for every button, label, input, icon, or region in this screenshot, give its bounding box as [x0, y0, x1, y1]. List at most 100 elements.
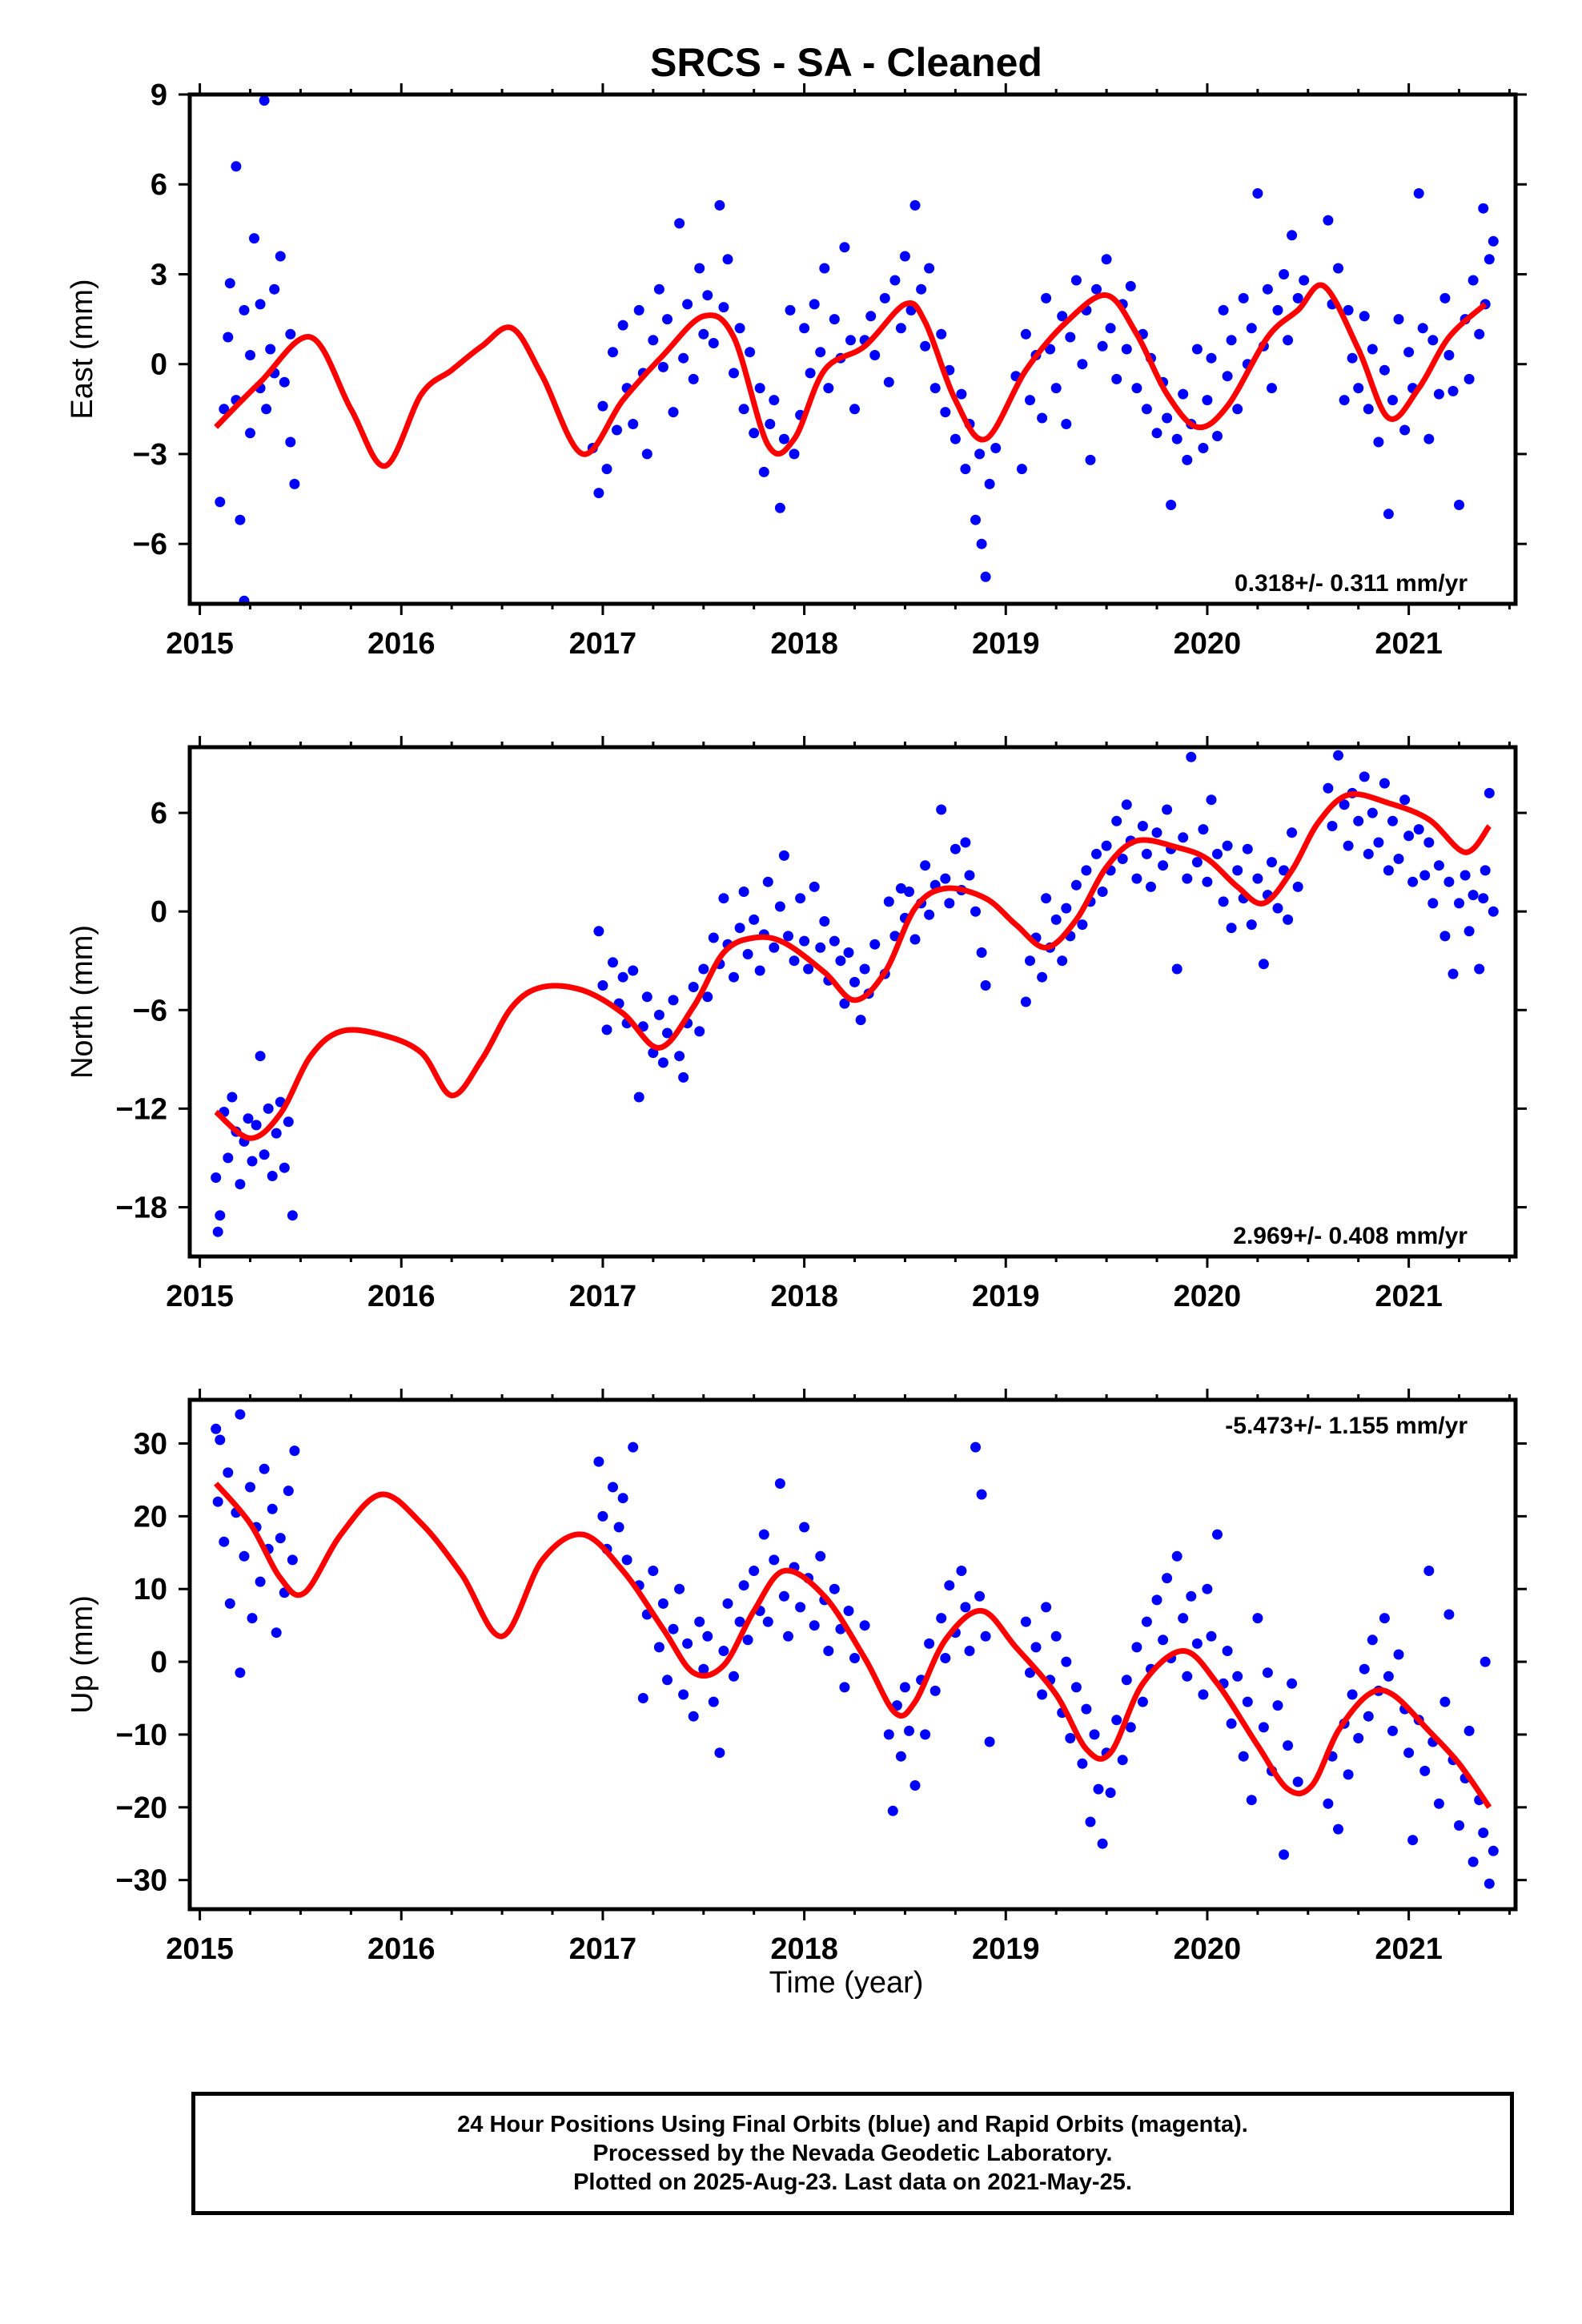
data-point — [1258, 959, 1269, 970]
data-point — [657, 361, 669, 372]
data-point — [1399, 794, 1411, 806]
data-point — [698, 1663, 709, 1675]
data-point — [758, 1529, 769, 1540]
data-point — [795, 893, 806, 904]
data-point — [1117, 1755, 1128, 1766]
data-point — [883, 376, 894, 388]
data-point — [1403, 830, 1415, 842]
data-point — [1423, 433, 1435, 444]
data-point — [778, 433, 789, 444]
x-tick-label: 2015 — [166, 627, 234, 661]
data-point — [1279, 269, 1290, 279]
data-point — [1333, 1823, 1343, 1835]
data-point — [729, 1671, 739, 1682]
x-tick-label: 2019 — [972, 627, 1040, 661]
data-point — [1077, 1758, 1088, 1769]
data-point — [1478, 893, 1489, 904]
data-point — [936, 328, 947, 340]
data-point — [815, 347, 826, 358]
data-point — [637, 1693, 648, 1703]
y-tick-label: 6 — [151, 168, 167, 202]
data-point — [1212, 1529, 1223, 1540]
data-point — [859, 1620, 870, 1631]
data-point — [924, 1638, 935, 1649]
data-point — [1468, 1856, 1479, 1868]
data-point — [950, 843, 961, 854]
data-point — [1070, 879, 1082, 891]
x-tick-label: 2021 — [1375, 1280, 1443, 1313]
data-point — [1488, 235, 1499, 247]
data-point — [678, 1689, 689, 1700]
x-axis-title: Time (year) — [769, 1966, 924, 2000]
data-point — [887, 1805, 898, 1816]
data-point — [1439, 292, 1451, 304]
chart-title: SRCS - SA - Cleaned — [650, 40, 1042, 85]
data-point — [1166, 500, 1177, 510]
x-tick-label: 2015 — [166, 1932, 234, 1966]
data-point — [1178, 1613, 1189, 1624]
data-point — [211, 1172, 222, 1183]
data-point — [980, 571, 991, 582]
data-point — [849, 1653, 860, 1663]
data-point — [1020, 328, 1031, 340]
data-point — [239, 304, 250, 316]
data-point — [889, 275, 901, 286]
data-point — [1373, 436, 1384, 448]
data-point — [265, 344, 276, 355]
data-point — [612, 424, 622, 436]
x-tick-label: 2017 — [569, 1932, 637, 1966]
data-point — [879, 292, 890, 304]
data-point — [1030, 1642, 1042, 1653]
data-point — [778, 1590, 789, 1602]
data-point — [799, 935, 810, 947]
x-tick-label: 2017 — [569, 627, 637, 661]
data-point — [1151, 827, 1162, 838]
data-point — [749, 1566, 760, 1576]
data-point — [809, 1620, 820, 1631]
data-point — [1367, 344, 1378, 355]
data-point — [247, 1613, 258, 1624]
data-point — [909, 934, 921, 945]
data-point — [1025, 395, 1035, 406]
data-point — [865, 311, 877, 322]
fit-curve — [214, 282, 1488, 469]
data-point — [976, 538, 987, 549]
x-tick-label: 2016 — [367, 1280, 436, 1313]
data-point — [1367, 1634, 1378, 1646]
data-point — [653, 1642, 665, 1653]
data-point — [1182, 1671, 1193, 1682]
data-point — [243, 1113, 254, 1124]
data-point — [1158, 860, 1169, 871]
data-point — [1198, 824, 1209, 835]
x-tick-label: 2019 — [972, 1280, 1040, 1313]
data-point — [1065, 332, 1076, 343]
data-point — [289, 478, 300, 489]
data-point — [960, 837, 971, 848]
y-axis-title: East (mm) — [66, 279, 99, 419]
data-point — [899, 251, 910, 262]
data-point — [255, 299, 266, 310]
data-point — [641, 991, 652, 1003]
data-point — [1198, 1689, 1209, 1700]
data-point — [1121, 1675, 1132, 1686]
data-point — [729, 971, 739, 983]
data-point — [608, 957, 618, 968]
data-point — [785, 304, 796, 316]
data-point — [1267, 383, 1277, 394]
rate-label: 2.969+/- 0.408 mm/yr — [1233, 1223, 1468, 1249]
data-point — [1125, 1722, 1136, 1733]
data-point — [275, 251, 286, 262]
y-tick-label: 30 — [134, 1428, 167, 1462]
data-point — [1464, 1725, 1475, 1736]
data-point — [1383, 509, 1394, 520]
data-point — [1037, 412, 1048, 424]
data-point — [235, 514, 246, 525]
data-point — [1464, 926, 1475, 937]
data-point — [1206, 794, 1217, 806]
data-point — [617, 320, 628, 331]
data-point — [1045, 344, 1056, 355]
data-point — [883, 896, 894, 907]
data-point — [1158, 1634, 1169, 1646]
data-point — [1347, 1689, 1358, 1700]
data-point — [593, 488, 604, 499]
